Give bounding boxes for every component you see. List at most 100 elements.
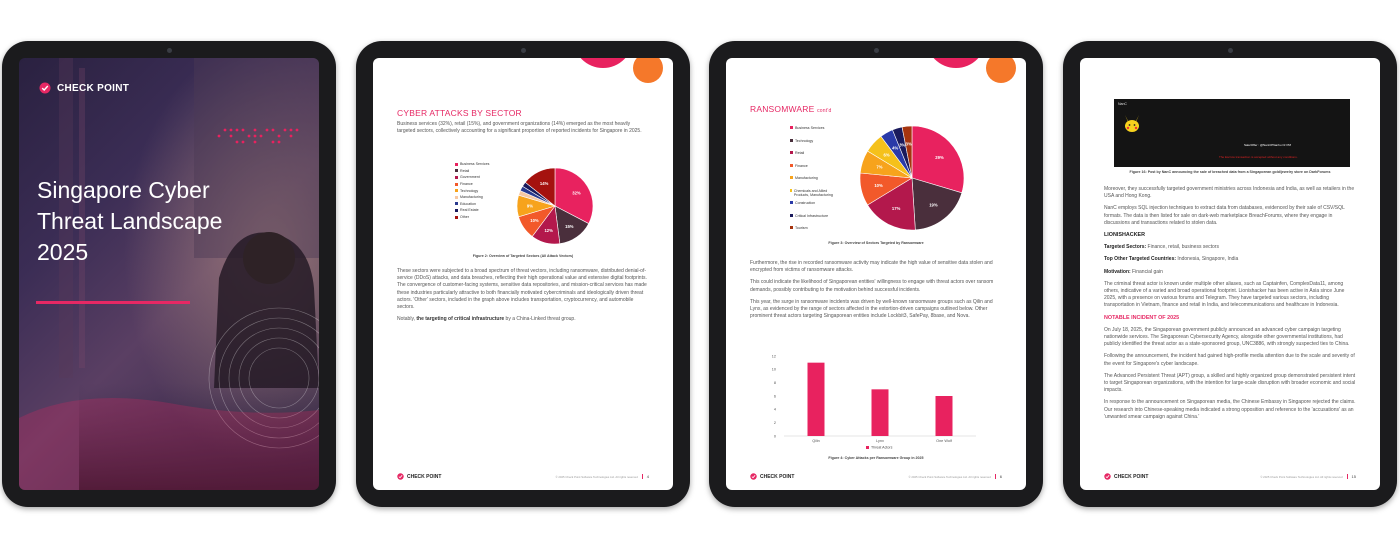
legend-swatch (866, 446, 869, 449)
legend-label: Retail (795, 151, 805, 155)
legend-label: Threat Actors (871, 446, 893, 450)
bar (807, 362, 825, 436)
pie-legend: Business Services Technology Retail Finance… (790, 126, 840, 239)
motivation-value: Financial gain (1130, 268, 1163, 275)
legend-label: Other (460, 215, 469, 220)
pie-data-label: 4% (892, 146, 898, 151)
legend-swatch (455, 189, 458, 193)
page-footer: CHECK POINT © 2025 Check Point Software … (750, 473, 1002, 480)
legend-item: Critical Infrastructure (790, 213, 840, 227)
legend-label: Retail (460, 168, 470, 173)
body-paragraph: This could indicate the likelihood of Si… (750, 279, 994, 293)
x-tick-label: Lynx (876, 439, 884, 443)
legend-label: Technology (460, 188, 479, 193)
motivation: Motivation: Financial gain (1104, 269, 1356, 276)
legend-label: Finance (795, 163, 808, 168)
legend-item: Finance (790, 163, 840, 177)
legend-swatch (790, 226, 793, 229)
pie-data-label: 29% (935, 155, 944, 160)
body-paragraph: Notably, the targeting of critical infra… (397, 316, 649, 323)
legend-label: Technology (795, 138, 814, 143)
legend-swatch (790, 176, 793, 179)
legend-label: Construction (795, 201, 816, 205)
legend-label: Business Services (795, 126, 825, 130)
legend-swatch (455, 195, 458, 199)
legend-item: Real Estate (455, 207, 489, 214)
check-point-logo-icon (39, 82, 51, 94)
legend-item: Business Services (455, 161, 489, 168)
page-title-text: RANSOMWARE (750, 104, 815, 114)
figure-caption: Figure 16: Post by NanC announcing the s… (1129, 170, 1331, 174)
y-tick-label: 10 (772, 368, 776, 372)
tablet-page-15: NanC Sale/Offer : @NanCPNanhu Or PM The … (1063, 41, 1397, 507)
targeted-sectors: Targeted Sectors: Finance, retail, busin… (1104, 244, 1356, 251)
forum-contact: Sale/Offer : @NanCPNanhu Or PM (1244, 143, 1292, 147)
targeted-countries-label: Top Other Targeted Countries: (1104, 256, 1177, 263)
legend-swatch (455, 208, 458, 212)
figure-caption: Figure 3: Overview of Sectors Targeted b… (828, 241, 924, 245)
body-text: Furthermore, the rise in recorded ransom… (750, 260, 1002, 325)
check-point-logo-icon (1104, 473, 1111, 480)
legend-item: Chemicals and Allied Products, Manufactu… (790, 188, 840, 202)
y-tick-label: 8 (774, 381, 776, 385)
legend-item: Government (455, 174, 489, 181)
bar (871, 389, 889, 436)
pie-slice (901, 125, 913, 179)
page-15: NanC Sale/Offer : @NanCPNanhu Or PM The … (1080, 58, 1380, 490)
body-paragraph: Following the announcement, the incident… (1104, 353, 1355, 367)
legend-item: Other (455, 214, 489, 221)
ransomware-pie-chart: 29%19%17%10%7%6%4%3% 3% (859, 125, 965, 231)
pie-slice (867, 177, 916, 231)
body-paragraph: NanC employs SQL injection techniques to… (1104, 205, 1345, 226)
pie-data-label: 17% (892, 206, 901, 211)
decorative-shape (926, 58, 986, 68)
cover-title-line: 2025 (37, 239, 89, 265)
cover-accent-bar (36, 301, 190, 304)
section-heading: NOTABLE INCIDENT OF 2025 (1104, 314, 1180, 321)
pie-data-label: 12% (544, 228, 553, 233)
legend-label: Manufacturing (460, 195, 483, 200)
legend-item: Manufacturing (790, 176, 840, 189)
legend-label: Real Estate (460, 208, 479, 213)
avatar (1125, 115, 1139, 132)
page-number: 4 (641, 474, 649, 479)
legend-label: Tourism (795, 226, 808, 230)
tablet-cover: CHECK POINT Singapore Cyber Threat Lands… (2, 41, 336, 507)
legend-swatch (455, 202, 458, 206)
figure-caption: Figure 2: Overview of Targeted Sectors (… (472, 254, 574, 258)
legend-swatch (455, 169, 458, 173)
legend-item: Construction (790, 201, 840, 214)
copyright: © 2025 Check Point Software Technologies… (1260, 474, 1343, 479)
targeted-countries: Top Other Targeted Countries: Indonesia,… (1104, 256, 1356, 263)
check-point-logo-icon (397, 473, 404, 480)
y-tick-label: 2 (774, 421, 776, 425)
y-tick-label: 6 (774, 394, 776, 398)
notably-suffix: by a China-Linked threat group. (504, 316, 576, 323)
decorative-circle (986, 58, 1016, 83)
legend-swatch (790, 188, 792, 192)
legend-swatch (790, 163, 793, 167)
pie-data-label: 10% (874, 183, 883, 188)
pie-data-label: 14% (540, 181, 549, 186)
page-6: RANSOMWARE cont'd Business Services Techn… (726, 58, 1026, 490)
legend-label: Business Services (460, 162, 490, 167)
legend-swatch (790, 151, 793, 154)
x-tick-label: One Wolf (936, 439, 953, 443)
page-number: 15 (1346, 474, 1356, 479)
body-paragraph: The Advanced Persistent Threat (APT) gro… (1104, 372, 1356, 394)
legend-swatch (790, 138, 793, 142)
legend-swatch (455, 175, 458, 179)
legend-label: Government (460, 175, 480, 180)
ransomware-groups-bar-chart: 0 2 4 6 8 10 12 Qilin Lynx One Wolf Threat Actors (772, 354, 976, 450)
decorative-shape (573, 58, 633, 68)
footer-logo: CHECK POINT (1104, 473, 1148, 480)
legend-item: Technology (455, 187, 489, 194)
y-tick-label: 12 (772, 354, 776, 358)
legend-label: Chemicals and Allied Products, Manufactu… (793, 188, 833, 197)
cover-background-image (19, 58, 319, 490)
tablet-page-4: CYBER ATTACKS BY SECTOR Business service… (356, 41, 690, 507)
legend-swatch (790, 201, 793, 204)
motivation-label: Motivation: (1104, 268, 1131, 275)
camera (167, 48, 172, 53)
legend-item: Finance (455, 181, 489, 188)
